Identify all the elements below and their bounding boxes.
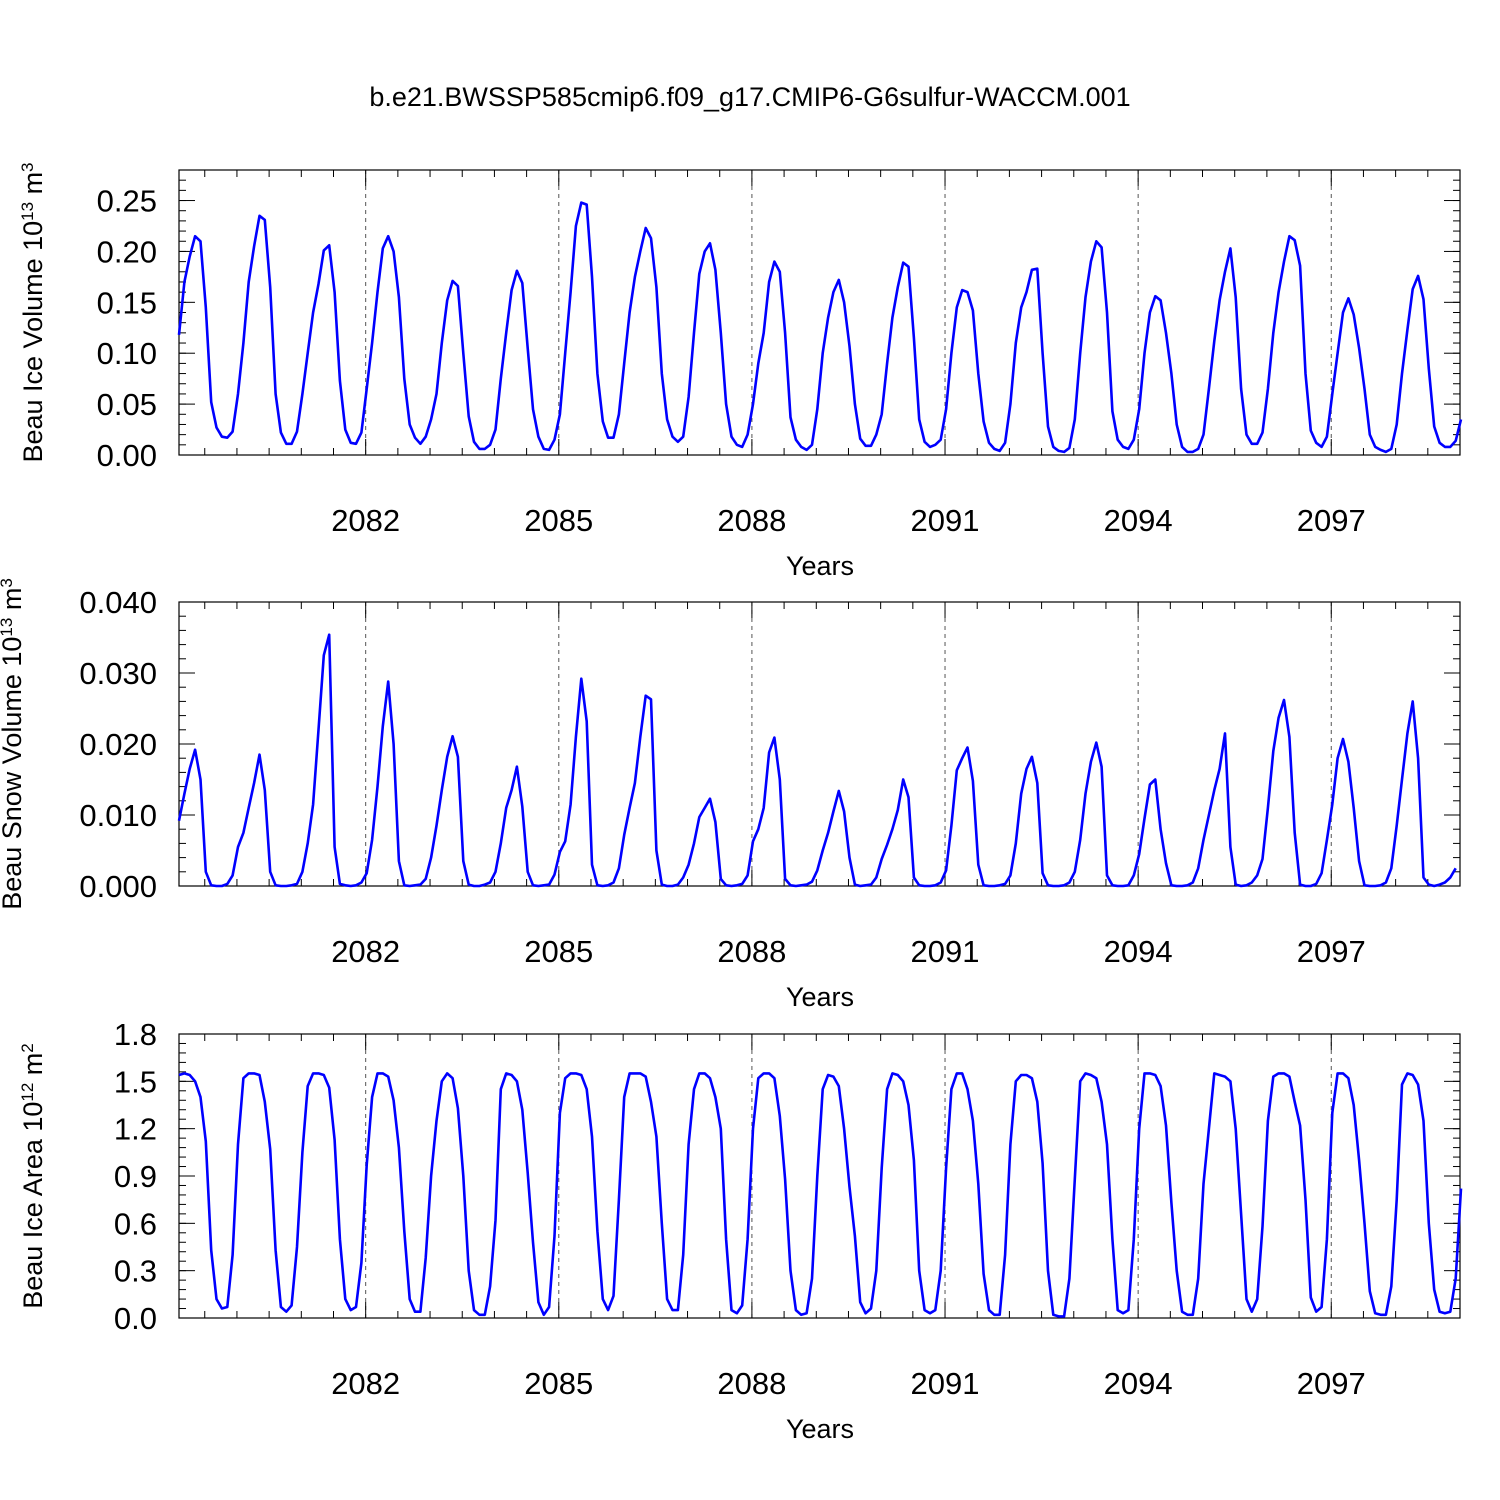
y-tick-label: 0.25 [97,184,157,219]
y-tick-label: 0.010 [79,798,157,833]
series-line-ice-volume [177,201,1463,454]
y-tick-label: 0.05 [97,387,157,422]
y-tick-label: 0.9 [114,1159,157,1194]
y-tick-label: 0.0 [114,1301,157,1336]
y-tick-label: 0.020 [79,727,157,762]
x-tick-label: 2085 [524,503,593,538]
x-tick-label: 2097 [1297,934,1366,969]
x-tick-label: 2085 [524,1366,593,1401]
y-tick-label: 1.2 [114,1112,157,1147]
y-tick-label: 1.8 [114,1017,157,1052]
y-tick-label: 0.040 [79,585,157,620]
x-tick-label: 2094 [1104,1366,1173,1401]
chart-panel-snow-volume: 0.000 0.010 0.020 0.030 0.040 2082 2085 2088 209… [0,578,1461,1012]
y-tick-label: 0.6 [114,1206,157,1241]
x-axis-title: Years [786,551,854,581]
plot-frame [178,169,1461,456]
y-axis-title: Beau Ice Volume 1013 m3 [18,162,49,462]
x-tick-label: 2091 [911,934,980,969]
figure-title: b.e21.BWSSP585cmip6.f09_g17.CMIP6-G6sulf… [369,82,1130,112]
y-tick-label: 0.20 [97,234,157,269]
y-tick-label: 1.5 [114,1064,157,1099]
x-tick-label: 2082 [331,1366,400,1401]
plot-frame [178,1033,1461,1319]
chart-panel-ice-area: 0.0 0.3 0.6 0.9 1.2 1.5 1.8 2082 2085 2088 2091 209… [18,1017,1463,1444]
x-tick-label: 2091 [911,1366,980,1401]
y-tick-label: 0.15 [97,285,157,320]
y-tick-label: 0.00 [97,438,157,473]
x-tick-label: 2082 [331,503,400,538]
x-tick-label: 2088 [717,934,786,969]
y-axis-title: Beau Ice Area 1012 m2 [18,1043,49,1309]
x-tick-label: 2094 [1104,503,1173,538]
y-tick-label: 0.10 [97,336,157,371]
x-axis-title: Years [786,982,854,1012]
x-tick-label: 2088 [717,1366,786,1401]
x-axis-title: Years [786,1414,854,1444]
x-tick-label: 2082 [331,934,400,969]
chart-panel-ice-volume: 0.00 0.05 0.10 0.15 0.20 0.25 2082 2085 2088 2091… [18,162,1463,581]
series-line-ice-area [178,1072,1463,1318]
series-line-snow-volume [177,633,1457,888]
y-tick-label: 0.030 [79,656,157,691]
x-tick-label: 2097 [1297,503,1366,538]
y-tick-label: 0.3 [114,1254,157,1289]
y-axis-title: Beau Snow Volume 1013 m3 [0,578,27,910]
x-tick-label: 2097 [1297,1366,1366,1401]
x-tick-label: 2094 [1104,934,1173,969]
x-tick-label: 2085 [524,934,593,969]
x-tick-label: 2091 [911,503,980,538]
x-tick-label: 2088 [717,503,786,538]
y-tick-label: 0.000 [79,869,157,904]
